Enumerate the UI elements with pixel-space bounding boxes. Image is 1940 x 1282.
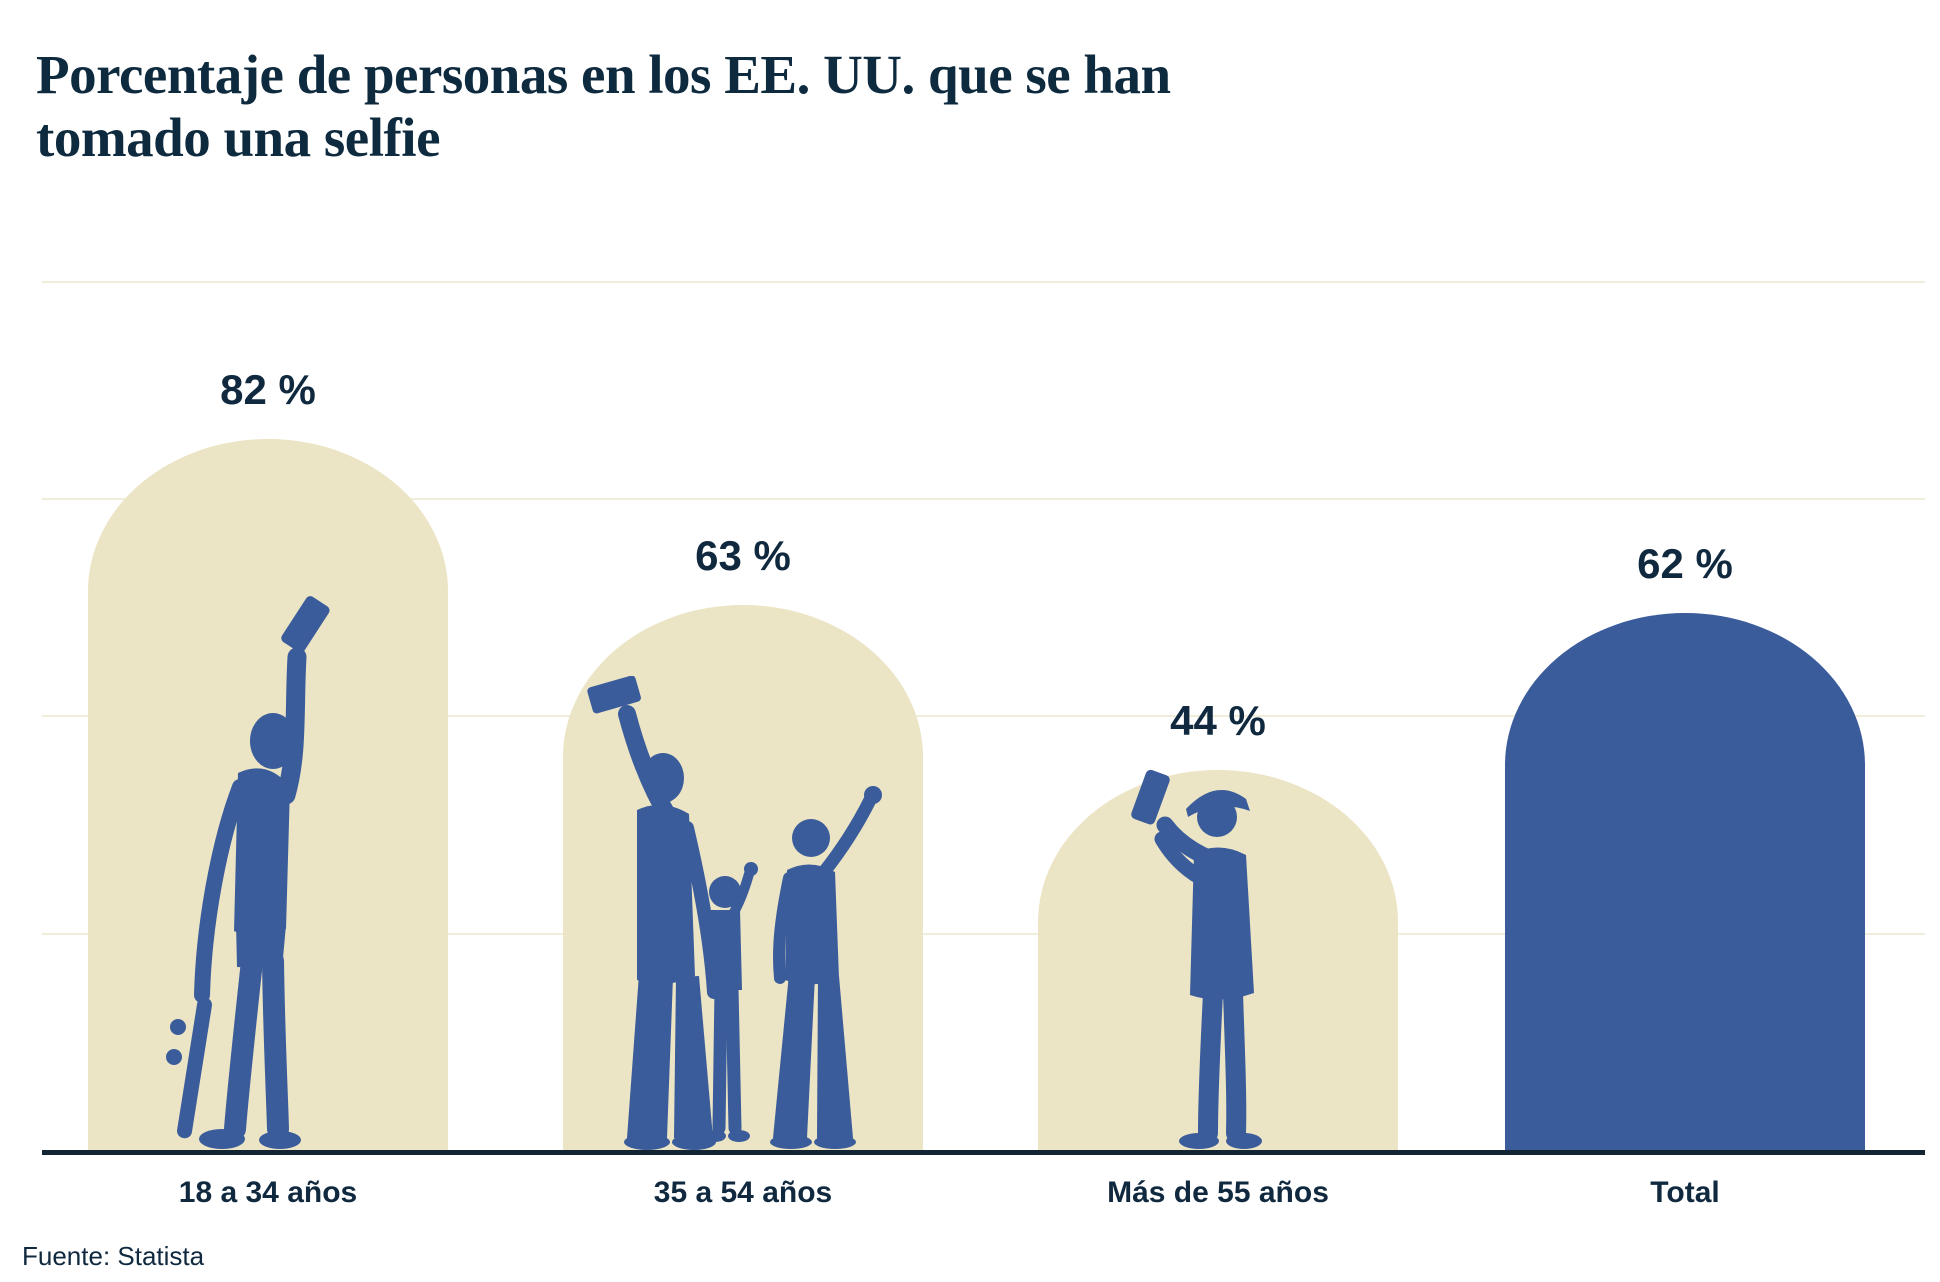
phone-icon — [1131, 769, 1170, 825]
bar-total — [1505, 613, 1865, 1152]
silhouette-older-man-selfie — [1131, 769, 1262, 1149]
left-leg — [1198, 983, 1223, 1143]
right-leg — [262, 950, 289, 1140]
left-leg — [224, 950, 263, 1140]
raised-arm — [276, 647, 307, 805]
value-label-total: 62 % — [1637, 539, 1733, 587]
right-leg — [1223, 983, 1247, 1143]
skateboard-icon — [177, 997, 213, 1139]
adult-left-leg — [627, 974, 673, 1138]
teen-torso — [785, 864, 839, 985]
left-shoe — [1179, 1133, 1219, 1149]
silhouette-family-selfie — [587, 676, 882, 1150]
skateboard-wheel — [170, 1019, 186, 1035]
lower-arm — [194, 779, 248, 1003]
teen-hand — [864, 786, 882, 804]
skateboard-wheel — [166, 1049, 182, 1065]
teen-shoe — [770, 1135, 812, 1149]
adult-head — [642, 753, 684, 803]
teen-raised-arm — [817, 793, 877, 879]
x-label-total: Total — [1650, 1176, 1720, 1209]
older-man-silhouette — [1131, 769, 1262, 1149]
child-hand — [744, 862, 758, 876]
x-label-18-34: 18 a 34 años — [178, 1176, 358, 1209]
gridline — [42, 498, 1925, 500]
child-head — [709, 876, 741, 908]
adult-torso — [637, 804, 695, 985]
left-shoe — [199, 1129, 245, 1149]
chart-title: Porcentaje de personas en los EE. UU. qu… — [36, 43, 1596, 170]
child-leg — [725, 981, 742, 1135]
adult-right-leg — [674, 976, 713, 1138]
child-shoe — [704, 1130, 726, 1142]
x-axis-baseline — [42, 1150, 1925, 1155]
gridline — [42, 281, 1925, 283]
teen-left-leg — [773, 974, 815, 1138]
phone-icon — [281, 596, 330, 653]
gridline — [42, 933, 1925, 935]
teen-head — [792, 819, 830, 857]
child-leg — [712, 981, 728, 1135]
flat-cap — [1186, 790, 1250, 817]
torso-jacket — [1190, 847, 1254, 1000]
phone-icon — [587, 676, 641, 714]
child-shoe — [728, 1130, 750, 1142]
teen-lower-arm — [773, 872, 795, 984]
source-note: Fuente: Statista — [22, 1241, 205, 1271]
child-raised-arm — [728, 869, 754, 919]
teen-right-leg — [817, 976, 853, 1138]
value-label-55-plus: 44 % — [1170, 696, 1266, 744]
gridline — [42, 715, 1925, 717]
value-label-18-34: 82 % — [220, 365, 316, 413]
silhouette-young-man-selfie-skateboard — [166, 596, 330, 1149]
adult-shoe — [624, 1134, 670, 1150]
torso — [234, 768, 290, 937]
chart-title-line-2: tomado una selfie — [36, 107, 441, 169]
value-label-35-54: 63 % — [695, 531, 791, 579]
chart-title-line-1: Porcentaje de personas en los EE. UU. qu… — [36, 43, 1171, 105]
teen-shoe — [814, 1135, 856, 1149]
family-silhouette — [587, 676, 882, 1150]
x-label-35-54: 35 a 54 años — [653, 1176, 833, 1209]
young-man-silhouette — [166, 596, 330, 1149]
plot-area: 82 % 18 a 34 años 63 % — [42, 0, 1925, 1209]
child-holding-hand-arm — [709, 911, 721, 997]
head — [250, 713, 296, 769]
x-label-55-plus: Más de 55 años — [1107, 1176, 1329, 1209]
right-shoe — [1226, 1133, 1262, 1149]
right-shoe — [259, 1131, 301, 1149]
